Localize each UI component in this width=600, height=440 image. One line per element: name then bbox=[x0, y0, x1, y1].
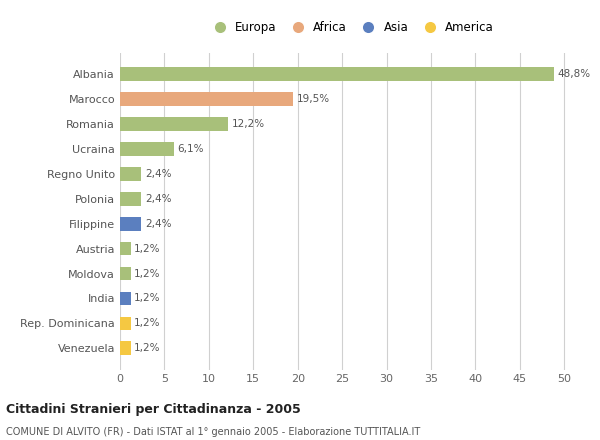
Text: 2,4%: 2,4% bbox=[145, 219, 172, 229]
Bar bbox=[120, 117, 229, 131]
Bar bbox=[120, 192, 142, 205]
Text: 1,2%: 1,2% bbox=[134, 268, 161, 279]
Text: 12,2%: 12,2% bbox=[232, 119, 265, 129]
Bar bbox=[120, 341, 131, 355]
Bar bbox=[120, 217, 142, 231]
Legend: Europa, Africa, Asia, America: Europa, Africa, Asia, America bbox=[208, 21, 494, 34]
Bar bbox=[120, 92, 293, 106]
Text: 48,8%: 48,8% bbox=[557, 69, 590, 79]
Bar bbox=[120, 142, 174, 156]
Text: 2,4%: 2,4% bbox=[145, 194, 172, 204]
Bar bbox=[120, 67, 554, 81]
Text: 6,1%: 6,1% bbox=[178, 144, 204, 154]
Text: 2,4%: 2,4% bbox=[145, 169, 172, 179]
Bar bbox=[120, 292, 131, 305]
Bar bbox=[120, 167, 142, 181]
Text: 1,2%: 1,2% bbox=[134, 293, 161, 304]
Bar bbox=[120, 316, 131, 330]
Text: 1,2%: 1,2% bbox=[134, 343, 161, 353]
Bar bbox=[120, 242, 131, 256]
Text: 1,2%: 1,2% bbox=[134, 244, 161, 253]
Text: COMUNE DI ALVITO (FR) - Dati ISTAT al 1° gennaio 2005 - Elaborazione TUTTITALIA.: COMUNE DI ALVITO (FR) - Dati ISTAT al 1°… bbox=[6, 427, 420, 437]
Text: 1,2%: 1,2% bbox=[134, 319, 161, 328]
Text: 19,5%: 19,5% bbox=[297, 94, 330, 104]
Text: Cittadini Stranieri per Cittadinanza - 2005: Cittadini Stranieri per Cittadinanza - 2… bbox=[6, 403, 301, 416]
Bar bbox=[120, 267, 131, 280]
